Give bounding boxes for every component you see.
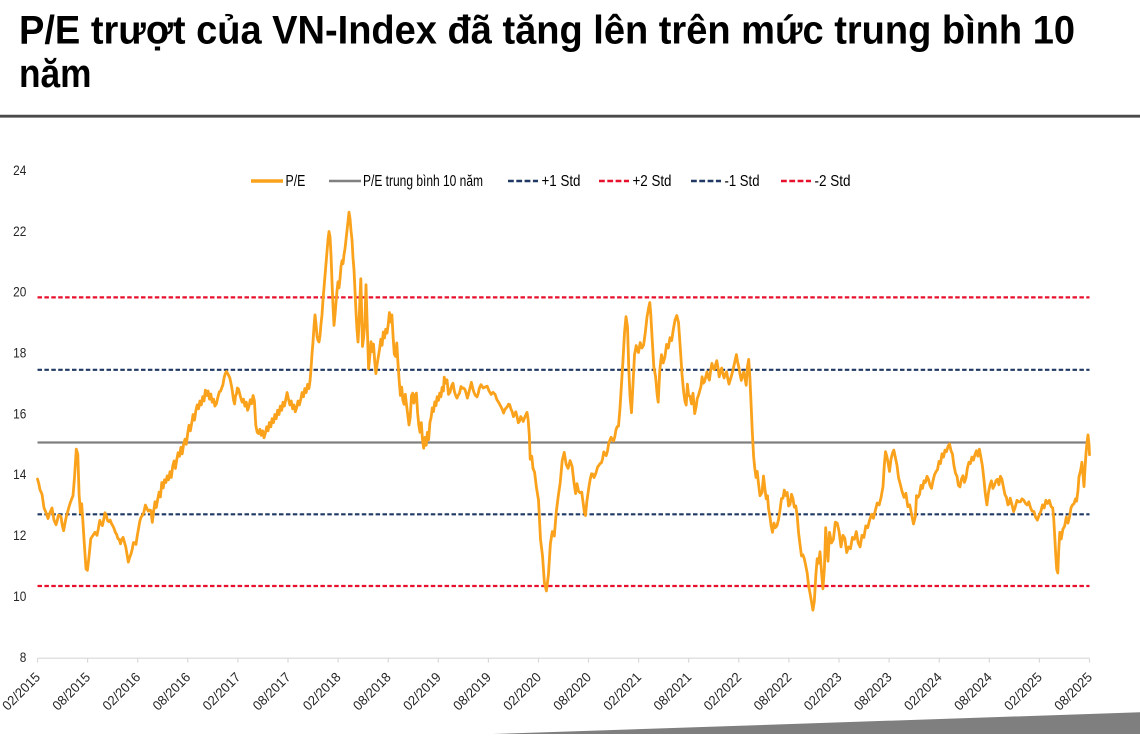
svg-text:+1 Std: +1 Std	[542, 173, 581, 190]
svg-text:24: 24	[13, 163, 27, 178]
svg-text:P/E trượt của VN-Index đã tăng: P/E trượt của VN-Index đã tăng lên trên …	[19, 9, 1075, 53]
svg-text:năm: năm	[19, 52, 92, 96]
svg-text:22: 22	[13, 224, 26, 239]
svg-text:16: 16	[13, 406, 26, 421]
svg-text:18: 18	[13, 346, 26, 361]
svg-text:12: 12	[13, 528, 26, 543]
svg-text:10: 10	[13, 589, 26, 604]
svg-text:-2 Std: -2 Std	[815, 173, 851, 190]
svg-text:P/E: P/E	[286, 173, 306, 190]
svg-text:14: 14	[13, 467, 27, 482]
svg-text:8: 8	[20, 650, 27, 665]
svg-text:20: 20	[13, 285, 26, 300]
svg-text:-1 Std: -1 Std	[725, 173, 760, 190]
svg-text:+2 Std: +2 Std	[633, 173, 672, 190]
svg-text:P/E trung bình 10 năm: P/E trung bình 10 năm	[363, 173, 483, 190]
